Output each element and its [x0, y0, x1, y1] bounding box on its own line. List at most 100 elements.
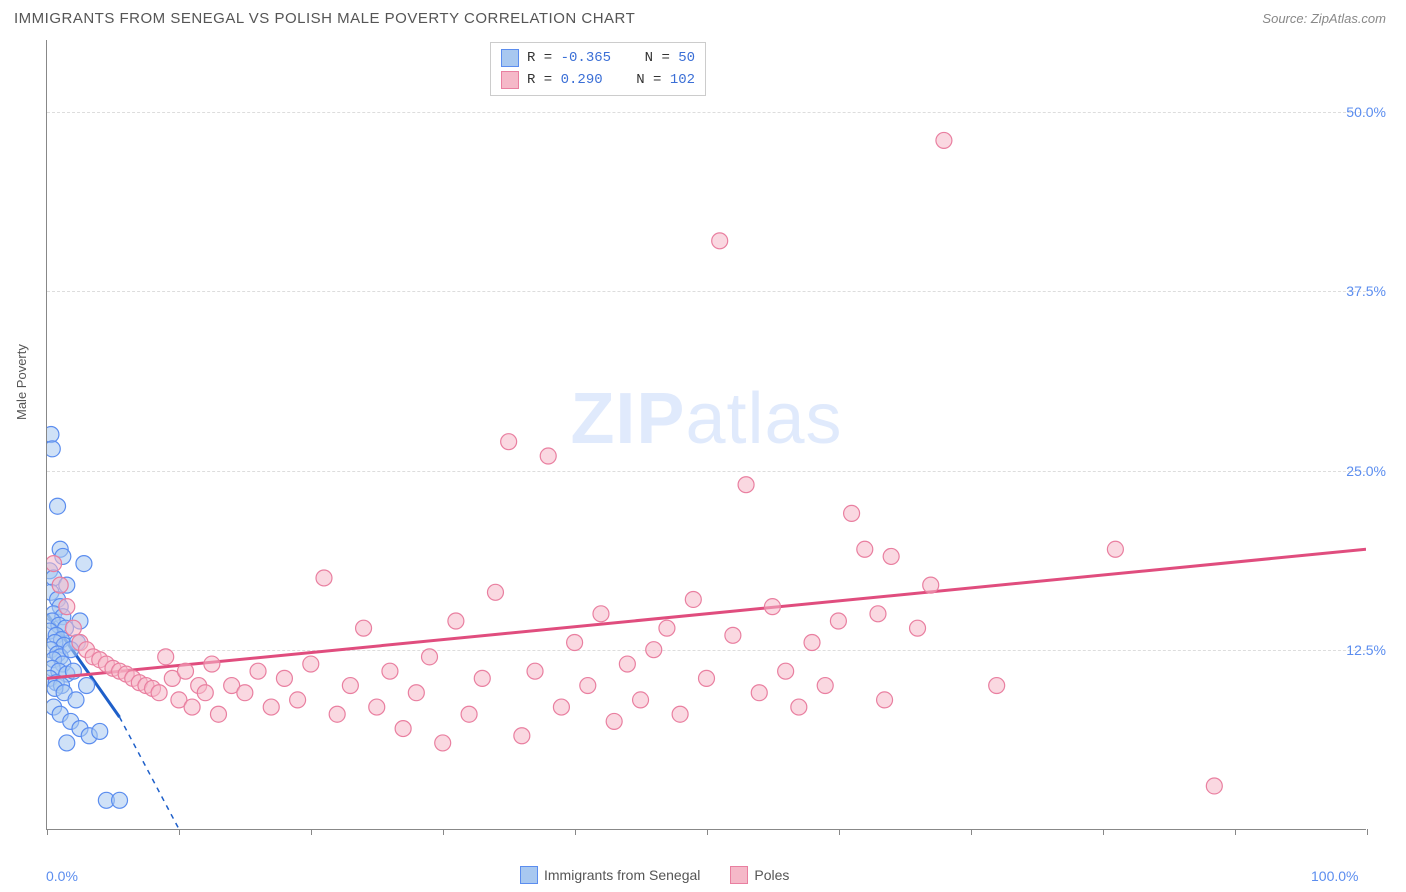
legend-item-poles: Poles [730, 866, 789, 884]
data-point-poles [65, 620, 81, 636]
scatter-plot-svg [47, 40, 1366, 829]
data-point-poles [422, 649, 438, 665]
data-point-poles [830, 613, 846, 629]
data-point-poles [751, 685, 767, 701]
data-point-poles [936, 132, 952, 148]
x-tick [971, 829, 972, 835]
data-point-poles [448, 613, 464, 629]
data-point-poles [659, 620, 675, 636]
data-point-poles [844, 505, 860, 521]
data-point-poles [303, 656, 319, 672]
data-point-poles [151, 685, 167, 701]
data-point-poles [408, 685, 424, 701]
correlation-legend: R = -0.365 N = 50 R = 0.290 N = 102 [490, 42, 706, 96]
data-point-poles [369, 699, 385, 715]
data-point-poles [527, 663, 543, 679]
data-point-poles [593, 606, 609, 622]
data-point-senegal [79, 678, 95, 694]
data-point-poles [791, 699, 807, 715]
data-point-poles [474, 670, 490, 686]
x-tick [1103, 829, 1104, 835]
data-point-poles [725, 627, 741, 643]
legend-swatch-poles-icon [730, 866, 748, 884]
x-tick [1367, 829, 1368, 835]
data-point-poles [342, 678, 358, 694]
data-point-senegal [50, 498, 66, 514]
x-tick-label: 0.0% [46, 868, 78, 884]
data-point-poles [606, 713, 622, 729]
x-tick [179, 829, 180, 835]
data-point-poles [738, 477, 754, 493]
data-point-poles [646, 642, 662, 658]
data-point-senegal [68, 692, 84, 708]
data-point-poles [158, 649, 174, 665]
data-point-poles [699, 670, 715, 686]
data-point-poles [778, 663, 794, 679]
data-point-poles [877, 692, 893, 708]
data-point-poles [395, 721, 411, 737]
x-tick [707, 829, 708, 835]
data-point-senegal [59, 735, 75, 751]
data-point-poles [329, 706, 345, 722]
data-point-poles [237, 685, 253, 701]
data-point-poles [540, 448, 556, 464]
data-point-poles [204, 656, 220, 672]
data-point-poles [553, 699, 569, 715]
data-point-poles [197, 685, 213, 701]
data-point-poles [923, 577, 939, 593]
data-point-poles [184, 699, 200, 715]
data-point-poles [501, 434, 517, 450]
header: IMMIGRANTS FROM SENEGAL VS POLISH MALE P… [0, 0, 1406, 35]
x-tick [575, 829, 576, 835]
data-point-senegal [92, 723, 108, 739]
chart-plot-area: ZIPatlas [46, 40, 1366, 830]
data-point-poles [633, 692, 649, 708]
legend-swatch-poles [501, 71, 519, 89]
legend-row-senegal: R = -0.365 N = 50 [501, 47, 695, 69]
data-point-poles [619, 656, 635, 672]
data-point-poles [47, 556, 62, 572]
data-point-senegal [47, 441, 60, 457]
data-point-poles [263, 699, 279, 715]
data-point-poles [817, 678, 833, 694]
data-point-poles [276, 670, 292, 686]
x-tick-label: 100.0% [1311, 868, 1358, 884]
data-point-poles [567, 635, 583, 651]
legend-swatch-senegal-icon [520, 866, 538, 884]
legend-item-senegal: Immigrants from Senegal [520, 866, 700, 884]
x-tick [1235, 829, 1236, 835]
data-point-senegal [112, 792, 128, 808]
data-point-poles [316, 570, 332, 586]
data-point-poles [435, 735, 451, 751]
data-point-poles [685, 591, 701, 607]
x-tick [443, 829, 444, 835]
x-tick [47, 829, 48, 835]
data-point-senegal [47, 427, 59, 443]
legend-swatch-senegal [501, 49, 519, 67]
data-point-poles [52, 577, 68, 593]
data-point-poles [712, 233, 728, 249]
y-axis-label: Male Poverty [14, 344, 29, 420]
data-point-senegal [76, 556, 92, 572]
data-point-poles [487, 584, 503, 600]
legend-row-poles: R = 0.290 N = 102 [501, 69, 695, 91]
x-tick [839, 829, 840, 835]
data-point-poles [178, 663, 194, 679]
data-point-poles [883, 548, 899, 564]
data-point-poles [210, 706, 226, 722]
data-point-poles [514, 728, 530, 744]
data-point-poles [1107, 541, 1123, 557]
data-point-poles [672, 706, 688, 722]
trend-line-poles [47, 549, 1366, 678]
series-legend: Immigrants from Senegal Poles [520, 866, 789, 884]
data-point-poles [910, 620, 926, 636]
data-point-poles [356, 620, 372, 636]
data-point-poles [59, 599, 75, 615]
data-point-poles [580, 678, 596, 694]
data-point-poles [1206, 778, 1222, 794]
data-point-poles [989, 678, 1005, 694]
data-point-poles [870, 606, 886, 622]
data-point-poles [857, 541, 873, 557]
data-point-poles [764, 599, 780, 615]
x-tick [311, 829, 312, 835]
